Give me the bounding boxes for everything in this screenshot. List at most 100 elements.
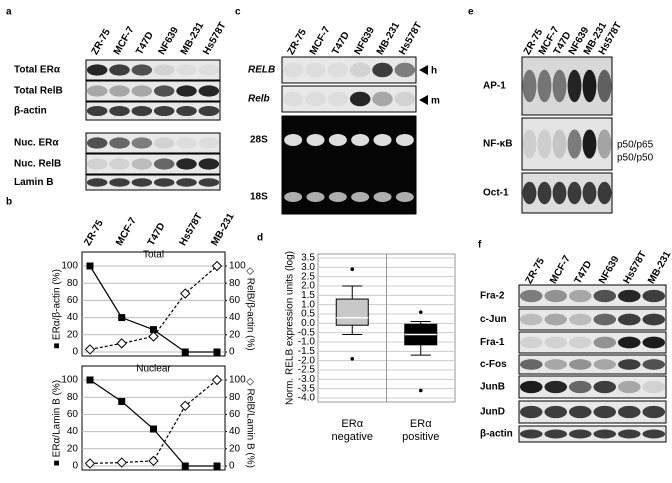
band — [617, 405, 641, 419]
lane-label: MCF-7 — [114, 215, 139, 247]
row-label: Fra-2 — [480, 291, 505, 302]
band — [642, 336, 666, 349]
point — [213, 348, 221, 356]
y-tick-label: -1.5 — [298, 346, 316, 357]
band — [349, 91, 371, 107]
outlier — [350, 357, 355, 361]
band — [153, 85, 175, 97]
band — [593, 429, 617, 439]
band — [522, 69, 537, 103]
band — [176, 85, 197, 97]
band — [568, 336, 592, 349]
band — [642, 380, 666, 394]
panel-label: d — [257, 233, 263, 244]
band — [519, 336, 543, 349]
point — [211, 374, 223, 386]
row-label: Oct-1 — [483, 188, 509, 199]
band — [568, 359, 592, 370]
row-label: AP-1 — [483, 81, 506, 92]
band — [176, 137, 197, 149]
band — [109, 105, 130, 117]
y2-axis-label: ◇ RelB/β-actin (%) — [244, 267, 255, 350]
band — [642, 429, 666, 439]
y-tick-label: -2.0 — [298, 355, 316, 366]
band — [642, 405, 666, 419]
gel — [281, 115, 417, 215]
outlier — [418, 310, 423, 314]
row-label: β-actin — [480, 429, 513, 440]
band — [131, 105, 153, 117]
band — [109, 178, 130, 187]
y2-tick-label: 0 — [229, 461, 235, 472]
band — [617, 336, 641, 349]
band — [642, 313, 666, 326]
band — [394, 91, 416, 107]
lane-label: ZR-75 — [90, 27, 114, 57]
band — [131, 158, 153, 170]
band — [176, 64, 197, 76]
row-label: Fra-1 — [480, 337, 505, 348]
lane-label: MCF-7 — [112, 24, 137, 56]
lane-label: NF639 — [353, 25, 378, 57]
row-label: JunB — [480, 382, 505, 393]
band — [395, 134, 414, 146]
y2-tick-label: 0 — [229, 347, 235, 358]
band — [198, 105, 220, 117]
row-label: β-actin — [14, 106, 47, 117]
row-label: 18S — [250, 192, 268, 203]
arrow — [419, 95, 428, 105]
lane-label: Hs578T — [622, 250, 649, 286]
y2-tick-label: 60 — [229, 409, 241, 420]
band — [617, 359, 641, 370]
band — [582, 129, 597, 159]
band — [131, 64, 153, 76]
band — [153, 137, 175, 149]
panel-label: e — [468, 7, 474, 18]
band — [617, 380, 641, 394]
y-tick-label: 0 — [72, 461, 78, 472]
band — [86, 137, 108, 149]
point — [148, 455, 159, 467]
band — [593, 380, 617, 394]
band — [198, 137, 220, 149]
box — [335, 298, 369, 326]
y-axis-label: ■ ERα/Lamin B (%) — [52, 380, 63, 466]
panel-label: b — [6, 197, 12, 208]
blot — [281, 56, 417, 84]
panel-label: a — [6, 7, 12, 18]
band-label: p50/p65 — [617, 140, 654, 151]
band — [582, 69, 597, 103]
y-axis-label: ■ ERα/β-actin (%) — [52, 269, 63, 349]
band — [351, 192, 370, 202]
band — [198, 158, 220, 170]
lane-label: MCF-7 — [308, 24, 333, 56]
band — [109, 158, 130, 170]
y-tick-label: 40 — [67, 426, 79, 437]
lane-label: T47D — [573, 259, 595, 286]
band — [284, 134, 303, 146]
y-tick-label: 0 — [72, 347, 78, 358]
band — [351, 134, 370, 146]
band — [617, 313, 641, 326]
band — [522, 129, 537, 159]
band — [519, 359, 543, 370]
band — [198, 85, 220, 97]
band — [544, 289, 568, 303]
lane-label: MB-231 — [209, 211, 237, 248]
band — [176, 158, 197, 170]
band — [519, 380, 543, 394]
y2-axis-label: ◇ RelB/Lamin B (%) — [244, 378, 255, 468]
lane-label: T47D — [330, 30, 352, 57]
band — [109, 64, 130, 76]
band — [544, 336, 568, 349]
band — [568, 405, 592, 419]
row-label: Relb — [248, 94, 270, 105]
band — [372, 62, 393, 78]
band — [394, 62, 416, 78]
plot-frame — [81, 365, 226, 471]
band — [552, 181, 567, 205]
band — [86, 178, 108, 187]
band — [568, 380, 592, 394]
